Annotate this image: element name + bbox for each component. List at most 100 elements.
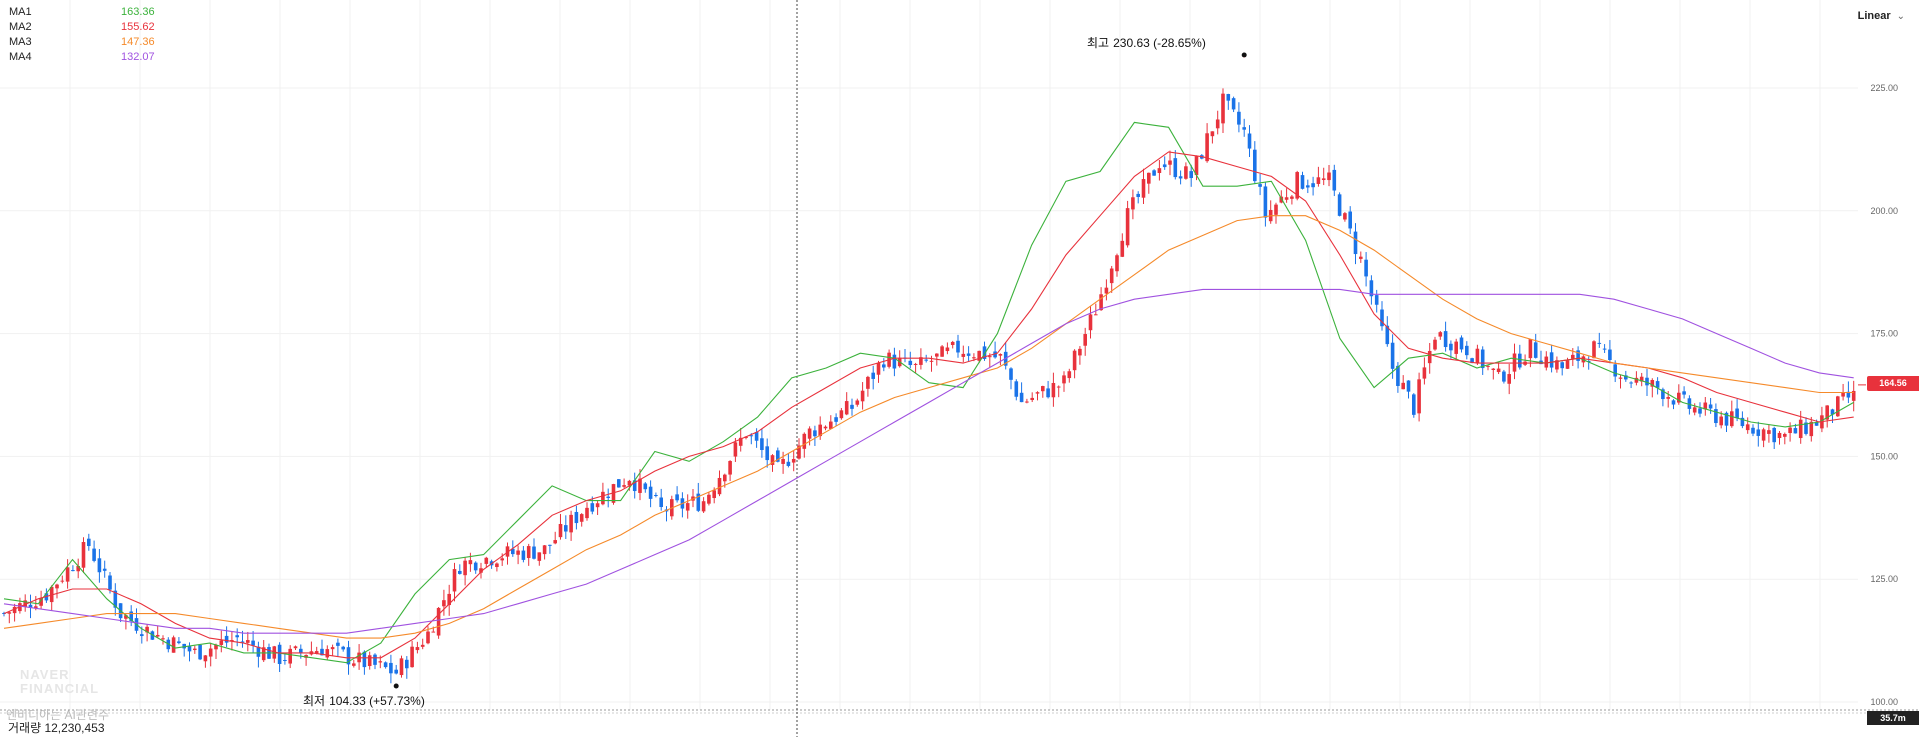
candle-body [1231, 98, 1236, 110]
candle-body [791, 458, 796, 463]
candle-body [749, 435, 754, 437]
candle-body [367, 655, 372, 667]
candle-body [701, 501, 706, 512]
candle-body [187, 646, 192, 652]
candle-body [1433, 339, 1437, 350]
y-axis-tick-label: 125.00 [1870, 574, 1898, 584]
candle-body [1655, 381, 1660, 388]
candle-body [1804, 422, 1808, 434]
candle-body [675, 494, 679, 501]
low-marker-dot [393, 683, 399, 689]
candle-body [834, 417, 838, 422]
candle-body [627, 480, 632, 486]
candle-body [1783, 433, 1787, 437]
candle-body [341, 646, 345, 650]
candle-body [1390, 342, 1395, 369]
candle-body [1353, 231, 1358, 255]
candle-body [336, 642, 340, 646]
candle-body [129, 611, 133, 621]
candle-body [1083, 334, 1087, 346]
candle-body [1465, 345, 1469, 356]
candle-body [288, 648, 292, 664]
candle-body [776, 450, 780, 462]
candle-body [1719, 416, 1723, 426]
ma-line-ma3 [3, 215, 1854, 639]
candle-body [1258, 184, 1262, 187]
candle-body [532, 546, 536, 559]
candle-body [1157, 168, 1162, 174]
candle-body [1639, 376, 1644, 382]
high-marker-label: 최고 230.63 (-28.65%) [1087, 34, 1206, 51]
scale-mode-dropdown[interactable]: Linear ⌄ [1858, 10, 1905, 22]
candle-body [1348, 211, 1352, 229]
candle-body [1295, 172, 1299, 199]
candle-body [1714, 409, 1718, 424]
candle-body [60, 580, 65, 582]
candle-body [632, 480, 637, 492]
candle-body [516, 550, 520, 555]
candle-body [1237, 111, 1241, 125]
candle-body [1088, 314, 1093, 331]
candle-body [1555, 360, 1559, 370]
y-axis-tick-label: 175.00 [1870, 329, 1898, 339]
candle-body [452, 569, 457, 592]
candle-body [1671, 400, 1676, 405]
candle-body [1385, 325, 1390, 345]
candle-body [1825, 405, 1829, 420]
legend-value-ma2: 155.62 [121, 21, 155, 33]
candle-body [1777, 432, 1782, 439]
candle-body [1051, 382, 1056, 398]
candle-body [919, 357, 923, 365]
ma-line-ma2 [3, 151, 1854, 659]
candle-body [1253, 149, 1257, 182]
candle-body [511, 548, 515, 555]
candle-body [1724, 412, 1729, 426]
candle-body [1480, 349, 1485, 369]
candle-body [1449, 343, 1453, 351]
legend-value-ma3: 147.36 [121, 36, 155, 48]
candle-body [1687, 398, 1692, 409]
candle-body [717, 477, 722, 495]
candle-body [1109, 268, 1114, 284]
candle-body [579, 514, 584, 522]
candle-body [1009, 368, 1013, 380]
candle-body [124, 615, 128, 619]
candle-body [1359, 256, 1363, 259]
candle-body [622, 485, 626, 487]
candle-body [362, 651, 367, 668]
candle-body [850, 404, 854, 409]
candle-body [601, 491, 605, 505]
ma-line-ma1 [3, 121, 1854, 664]
candle-body [383, 662, 388, 668]
candle-body [574, 511, 579, 524]
candle-body [1624, 375, 1628, 380]
candle-body [1772, 427, 1776, 443]
candle-body [913, 363, 918, 365]
candle-body [521, 550, 526, 560]
candle-body [1120, 240, 1125, 257]
candle-body [1756, 429, 1761, 436]
candle-body [1735, 408, 1739, 419]
candle-body [1682, 391, 1686, 395]
candle-body [92, 548, 96, 561]
candle-body [611, 484, 616, 503]
candle-body [410, 646, 414, 668]
candle-body [542, 545, 547, 555]
candle-body [81, 542, 86, 568]
legend-label-ma3: MA3 [9, 36, 32, 48]
candle-body [1205, 133, 1209, 162]
candle-body [1290, 196, 1294, 199]
candle-body [638, 478, 642, 493]
candle-body [1194, 156, 1199, 176]
candle-body [945, 347, 950, 352]
candlesticks [2, 88, 1856, 684]
chevron-down-icon: ⌄ [1896, 10, 1905, 22]
last-price-tag: 164.56 [1867, 376, 1919, 391]
candle-body [1300, 175, 1305, 189]
candle-body [1661, 389, 1665, 400]
candle-body [1502, 371, 1506, 382]
candle-body [829, 421, 833, 429]
candle-body [940, 346, 944, 357]
candle-body [1507, 374, 1511, 384]
